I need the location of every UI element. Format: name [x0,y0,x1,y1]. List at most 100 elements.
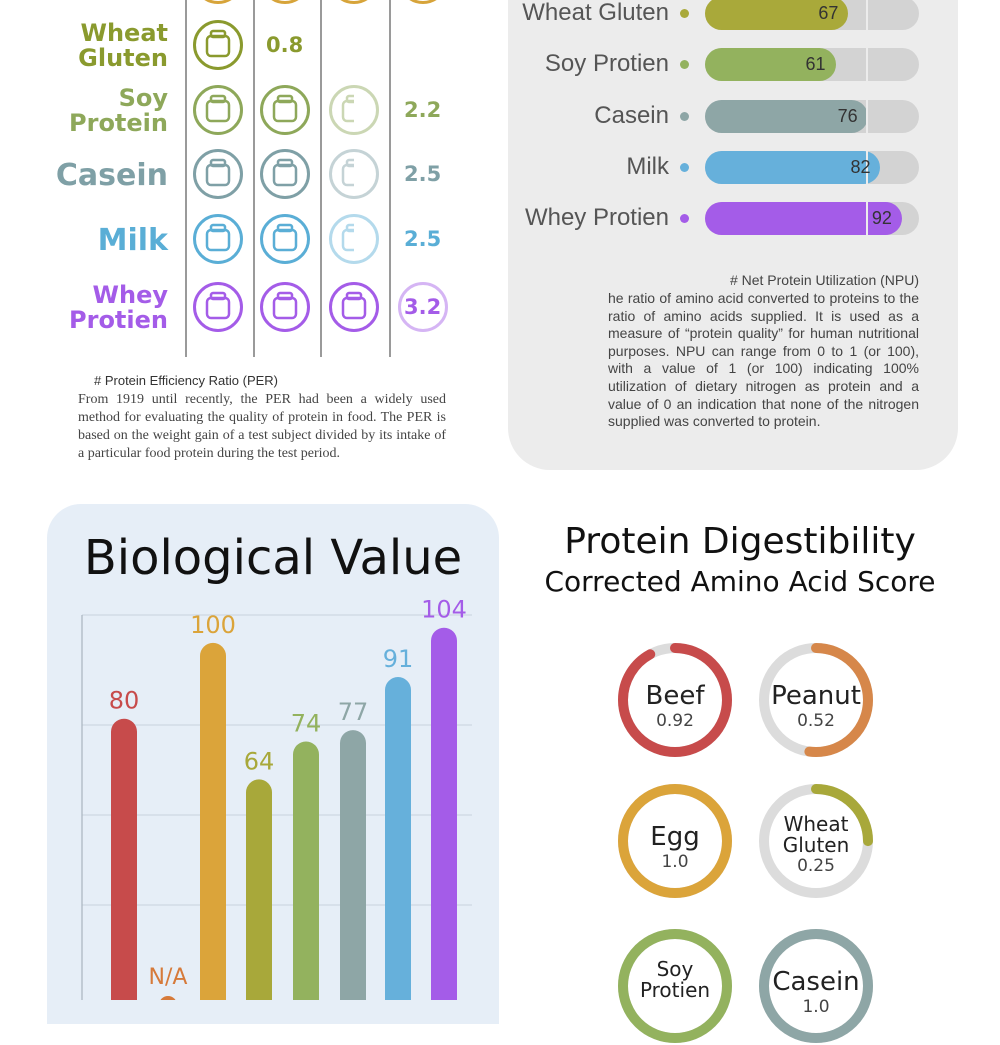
bar-label: 74 [291,709,322,737]
npu-value: 82 [850,157,871,177]
score-ring [618,784,732,898]
bar-label: 91 [383,645,414,673]
bar-label: 64 [244,747,275,775]
protein-tub-icon-glyph [272,291,298,320]
npu-value: 92 [871,208,892,228]
npu-bar [705,0,849,30]
bar [200,642,226,1000]
npu-dot [680,112,689,121]
pdcaas-name: Egg [650,822,700,852]
ring-arc [759,643,873,757]
protein-tub-icon [260,282,310,332]
npu-bar [705,202,902,235]
milk-bottle-icon-glyph [205,223,231,252]
npu-value: 76 [837,106,858,126]
npu-gridline [866,151,868,184]
npu-gridline [866,202,868,235]
bar [293,741,319,1000]
ring-arc [759,784,873,898]
soybean-icon [193,85,243,135]
per-note-title: # Protein Efficiency Ratio (PER) [94,373,278,388]
column-divider [320,0,322,357]
chart-title: Biological Value [83,530,463,586]
npu-bar [705,100,868,133]
pdcaas-subtitle: Corrected Amino Acid Score [544,565,936,598]
protein-tub-icon [329,282,379,332]
bar [160,996,176,1000]
milk-bottle-icon [329,214,379,264]
npu-value: 61 [805,54,826,74]
score-ring [759,784,873,898]
bar-label: 77 [338,698,369,726]
bar-label: 104 [421,596,467,624]
bar [431,627,457,1000]
column-divider [253,0,255,357]
npu-label: Wheat Gluten [522,0,669,26]
npu-dot [680,60,689,69]
per-row-value: 2.5 [404,162,442,186]
milk-bottle-icon [260,214,310,264]
soybean-icon [329,85,379,135]
pdcaas-value: 1.0 [661,852,689,872]
yogurt-cheese-icon-glyph [272,158,298,187]
bar [385,677,411,1000]
protein-tub-icon [398,282,448,332]
column-divider [389,0,391,357]
bar [246,779,272,1000]
npu-note-body: he ratio of amino acid converted to prot… [608,290,919,430]
bar [340,730,366,1000]
npu-gridline [866,0,868,30]
pdcaas-name: Wheat Gluten [782,812,850,857]
column-divider [185,0,187,357]
pdcaas-title: Protein Digestibility [564,521,916,562]
pdcaas-name: Casein [772,967,860,997]
pdcaas-value: 0.92 [656,711,694,731]
pdcaas-value: 0.52 [797,711,835,731]
per-row-label: Whey Protien [69,281,168,334]
yogurt-cheese-icon [260,149,310,199]
protein-tub-icon [193,282,243,332]
milk-bottle-icon [193,214,243,264]
bar-label: N/A [149,965,188,990]
per-row-label: Soy Protein [69,84,168,137]
pdcaas-value: 1.0 [802,997,830,1017]
protein-tub-icon-glyph [341,291,367,320]
per-row-value: 2.5 [404,227,442,251]
score-ring [618,643,732,757]
bar-label: 80 [109,687,140,715]
wheat-icon [193,20,243,70]
protein-tub-icon-glyph [205,291,231,320]
npu-label: Whey Protien [524,204,669,231]
per-note-body: From 1919 until recently, the PER had be… [78,392,446,461]
npu-label: Soy Protien [544,50,669,77]
pdcaas-name: Beef [645,681,705,711]
npu-note-title: # Net Protein Utilization (NPU) [729,272,919,288]
soybean-icon [260,85,310,135]
npu-label: Milk [626,153,669,180]
per-row-value: 0.8 [266,33,304,57]
per-section: Wheat Gluten 0.8 Soy Protein 2.2 Casein 2.5 Mi… [0,0,500,480]
pdcaas-name: Soy Protien [639,957,711,1002]
soybean-icon-glyph [205,94,231,123]
per-row-label: Wheat Gluten [78,19,168,72]
npu-dot [680,214,689,223]
per-row-value: 2.2 [404,98,442,122]
pdcaas-value: 0.25 [797,856,835,876]
npu-gridline [866,48,868,81]
npu-bar [705,48,836,81]
npu-dot [680,163,689,172]
per-row-label: Milk [97,222,168,258]
score-ring [759,643,873,757]
npu-gridline [866,100,868,133]
yogurt-cheese-icon [329,149,379,199]
npu-bar [705,151,881,184]
pdcaas-name: Peanut [771,681,861,711]
yogurt-cheese-icon-glyph [205,158,231,187]
npu-dot [680,9,689,18]
per-row-value: 3.2 [404,295,442,319]
wheat-icon-glyph [205,29,231,58]
bar [111,718,137,1000]
ring-arc [618,643,732,757]
npu-label: Casein [594,102,669,129]
